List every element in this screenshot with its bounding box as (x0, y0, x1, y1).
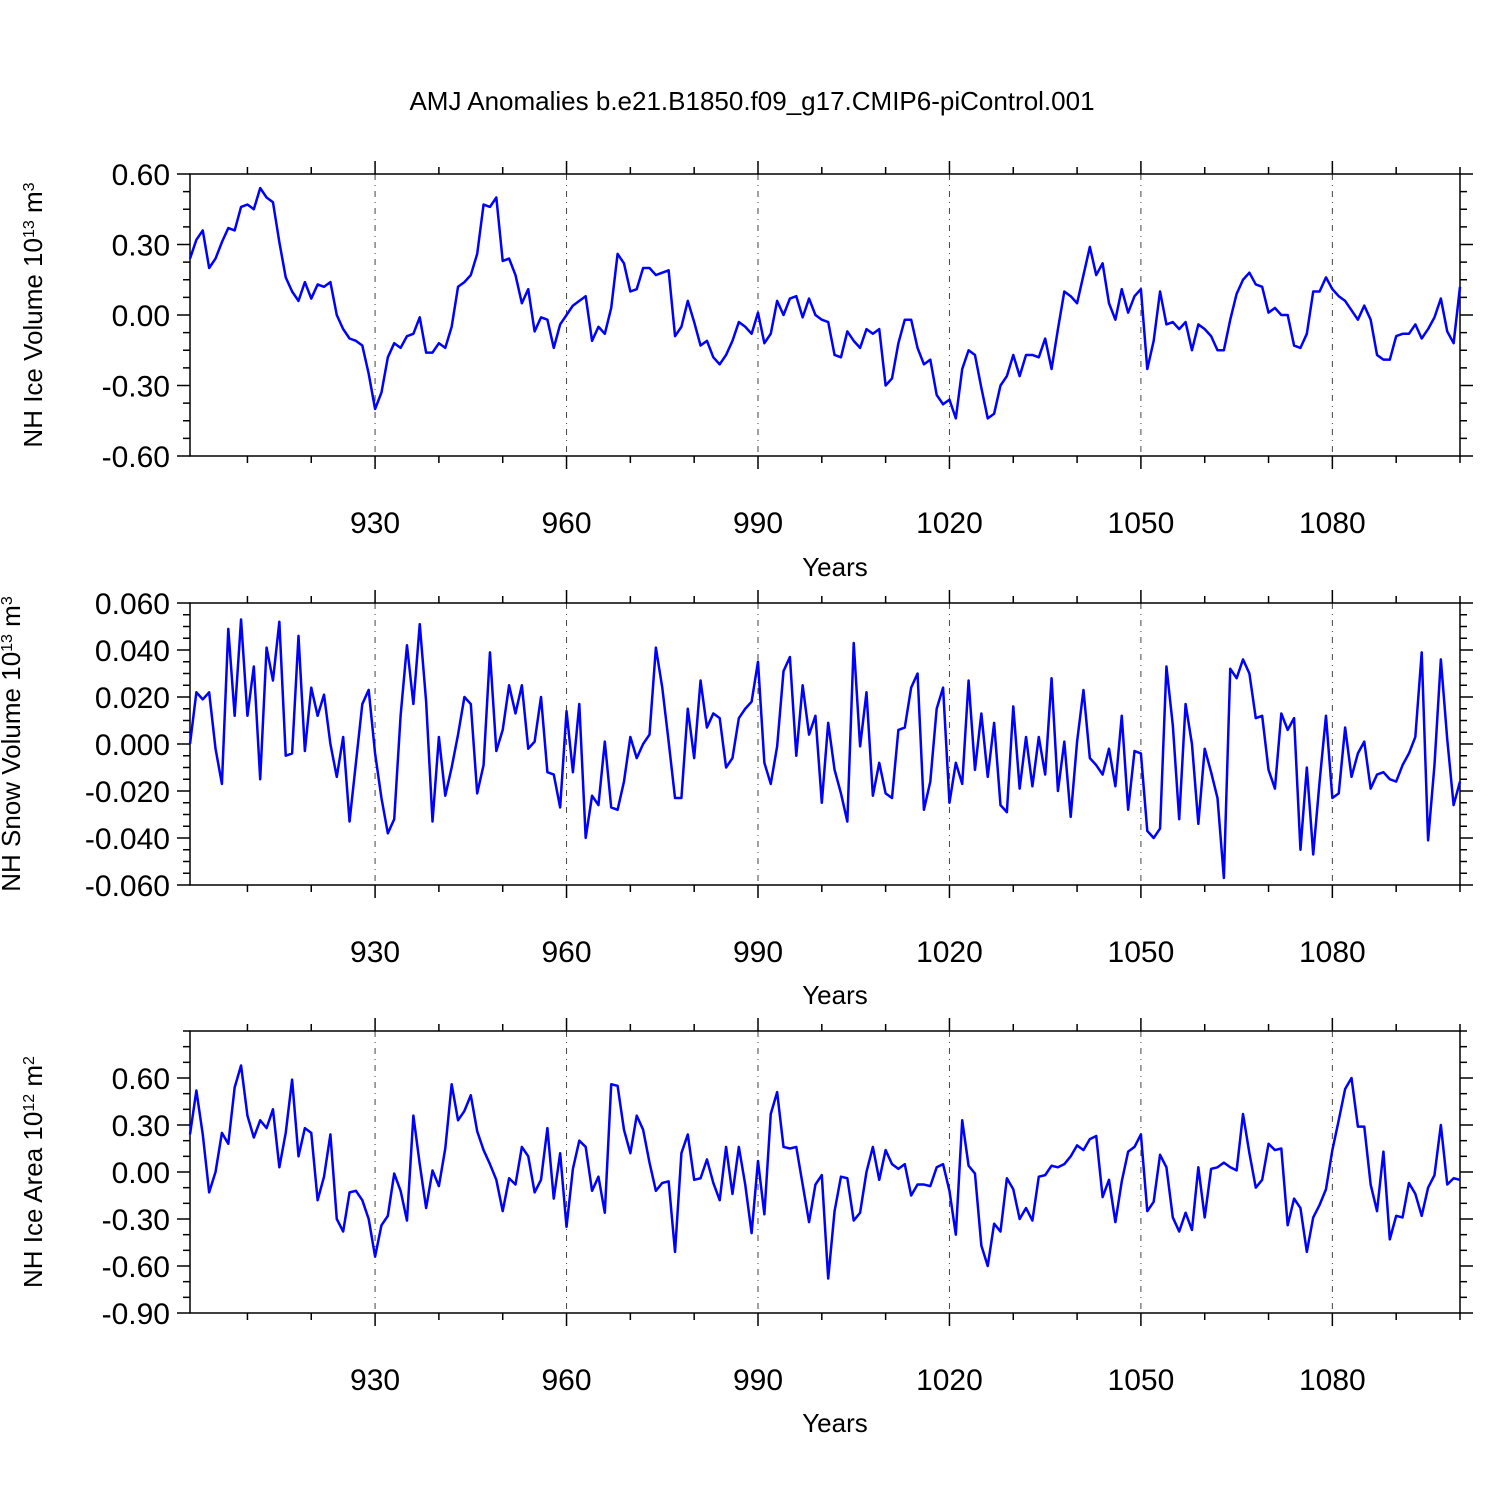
snow-volume-y-title-ylabel-exp: 13 (0, 634, 16, 652)
snow-volume-ytick-label-0: -0.060 (85, 870, 170, 903)
ice-volume-ytick-label-2: 0.00 (112, 300, 170, 333)
ice-volume-y-title-ylabel-exp: 13 (21, 220, 38, 238)
ice-area-y-title-ylabel-unit-exp: 2 (21, 1056, 38, 1065)
ice-area-series-line (188, 1064, 1461, 1280)
ice-volume-y-title-space (18, 267, 48, 274)
snow-volume-y-title-space (0, 627, 26, 634)
ice-volume-ytick-label-0: -0.60 (102, 441, 170, 474)
ice-area-plot-frame (189, 1030, 1461, 1314)
chart-title: AMJ Anomalies b.e21.B1850.f09_g17.CMIP6-… (409, 86, 1094, 116)
ice-volume-xtick-label-5: 1080 (1299, 507, 1366, 540)
snow-volume-ytick-label-6: 0.060 (95, 588, 170, 621)
snow-volume-y-title-ylabel-unit-exp: 3 (0, 596, 16, 605)
ice-volume-y-axis-title: NH Ice Volume 1013 m3 (18, 182, 48, 447)
ice-area-ytick-label-2: -0.30 (102, 1204, 170, 1237)
ice-area-y-title-ylabel: NH Ice Area (18, 1147, 48, 1288)
ice-volume-y-title-space (18, 213, 48, 220)
panel-nh-ice-area: 930 960 990 1020 1050 1080 -0.90 -0.60 -0.30 0.00… (18, 1018, 1473, 1438)
snow-volume-xtick-label-5: 1080 (1299, 936, 1366, 969)
ice-volume-plot-frame (189, 173, 1461, 457)
ice-volume-series-line (188, 186, 1462, 420)
snow-volume-ytick-label-1: -0.040 (85, 823, 170, 856)
ice-volume-ytick-label-3: 0.30 (112, 230, 170, 263)
ice-area-xtick-label-2: 990 (733, 1364, 783, 1397)
ice-area-ytick-label-4: 0.30 (112, 1110, 170, 1143)
panel-nh-snow-volume: 930 960 990 1020 1050 1080 -0.060 -0.040 -0.020 0… (0, 588, 1473, 1010)
snow-volume-xtick-label-2: 990 (733, 936, 783, 969)
snow-volume-xtick-label-3: 1020 (916, 936, 983, 969)
ice-area-y-title-space (18, 1141, 48, 1148)
ice-volume-x-axis-title: Years (802, 552, 868, 582)
snow-volume-y-title-space (0, 681, 26, 688)
panel-nh-ice-volume: 930 960 990 1020 1050 1080 -0.60 -0.30 0.00 0.30 0… (18, 159, 1473, 582)
ice-volume-ytick-label-4: 0.60 (112, 159, 170, 192)
snow-volume-plot-frame (189, 602, 1461, 886)
ice-area-ytick-label-5: 0.60 (112, 1063, 170, 1096)
ice-area-y-title-ylabel-exp: 12 (21, 1094, 38, 1112)
snow-volume-series-line (188, 618, 1462, 880)
ice-area-x-axis-title: Years (802, 1408, 868, 1438)
ice-volume-xtick-label-4: 1050 (1108, 507, 1175, 540)
snow-volume-ytick-label-3: 0.000 (95, 729, 170, 762)
ice-volume-y-title-ylabel-unit-exp: 3 (21, 182, 38, 191)
snow-volume-x-axis-title: Years (802, 980, 868, 1010)
snow-volume-ytick-label-2: -0.020 (85, 776, 170, 809)
ice-volume-xtick-label-2: 990 (733, 507, 783, 540)
ice-area-xtick-label-5: 1080 (1299, 1364, 1366, 1397)
ice-area-xtick-label-3: 1020 (916, 1364, 983, 1397)
ice-area-xtick-label-4: 1050 (1108, 1364, 1175, 1397)
ice-volume-xtick-label-3: 1020 (916, 507, 983, 540)
snow-volume-y-title-ylabel-base: 10 (0, 652, 26, 681)
snow-volume-xtick-label-4: 1050 (1108, 936, 1175, 969)
ice-area-y-title-ylabel-unit: m (18, 1065, 48, 1087)
ice-area-ytick-label-0: -0.90 (102, 1298, 170, 1331)
snow-volume-y-axis-title: NH Snow Volume 1013 m3 (0, 596, 26, 892)
snow-volume-xtick-label-1: 960 (542, 936, 592, 969)
ice-area-xtick-label-0: 930 (350, 1364, 400, 1397)
ice-volume-y-title-ylabel-base: 10 (18, 238, 48, 267)
snow-volume-xtick-label-0: 930 (350, 936, 400, 969)
ice-volume-xtick-label-0: 930 (350, 507, 400, 540)
ice-volume-y-title-ylabel: NH Ice Volume (18, 274, 48, 447)
ice-area-xtick-label-1: 960 (542, 1364, 592, 1397)
ice-volume-y-title-ylabel-unit: m (18, 191, 48, 213)
ice-volume-ytick-label-1: -0.30 (102, 371, 170, 404)
ice-area-y-title-space (18, 1087, 48, 1094)
snow-volume-y-title-ylabel-unit: m (0, 605, 26, 627)
ice-volume-xtick-label-1: 960 (542, 507, 592, 540)
ice-area-ytick-label-1: -0.60 (102, 1251, 170, 1284)
ice-area-y-title-ylabel-base: 10 (18, 1112, 48, 1141)
snow-volume-ytick-label-4: 0.020 (95, 682, 170, 715)
snow-volume-ytick-label-5: 0.040 (95, 635, 170, 668)
ice-area-y-axis-title: NH Ice Area 1012 m2 (18, 1056, 48, 1288)
ice-area-ytick-label-3: 0.00 (112, 1157, 170, 1190)
snow-volume-y-title-ylabel: NH Snow Volume (0, 688, 26, 892)
